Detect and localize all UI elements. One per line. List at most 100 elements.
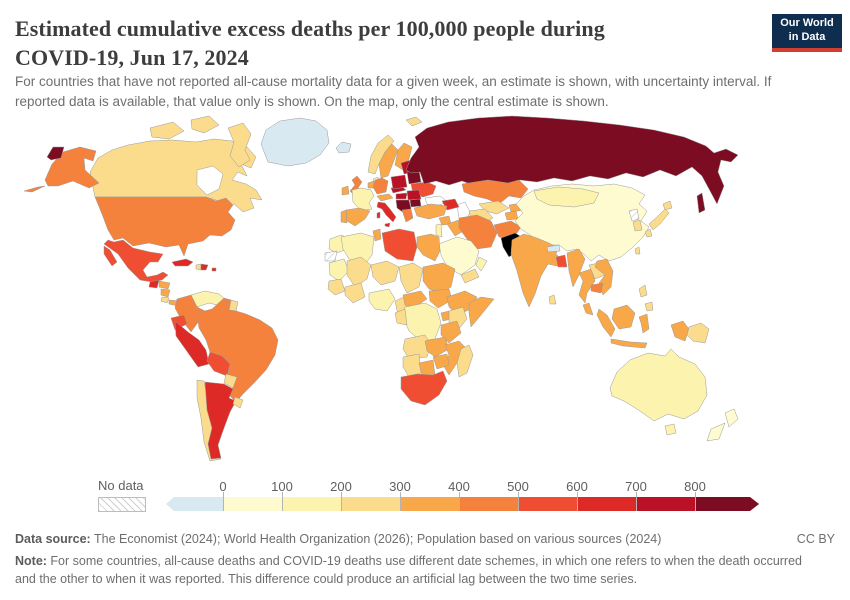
country-dominican-republic[interactable] [200, 263, 209, 271]
country-turkey[interactable] [413, 203, 448, 220]
country-tunisia[interactable] [372, 228, 382, 242]
country-guatemala[interactable] [148, 279, 160, 289]
country-australia-tasmania[interactable] [664, 423, 677, 436]
legend-segment-0-100[interactable] [223, 497, 282, 511]
country-angola[interactable] [402, 334, 432, 360]
country-mexico-baja[interactable] [103, 245, 118, 267]
country-kazakhstan[interactable] [461, 179, 529, 205]
country-south-korea[interactable] [632, 219, 643, 232]
country-tajikistan[interactable] [504, 210, 519, 221]
country-new-zealand-north[interactable] [724, 408, 739, 428]
country-indonesia-sulawesi[interactable] [638, 313, 650, 334]
country-indonesia-papua[interactable] [670, 320, 690, 342]
country-libya[interactable] [381, 228, 418, 262]
country-somalia[interactable] [468, 296, 495, 328]
country-canada-arctic-2[interactable] [190, 115, 220, 134]
country-madagascar[interactable] [456, 344, 474, 378]
country-italy-sardinia[interactable] [376, 211, 381, 219]
country-norway[interactable] [367, 134, 395, 175]
legend-segment-100-200[interactable] [282, 497, 341, 511]
country-indonesia-java[interactable] [610, 338, 648, 349]
country-zimbabwe[interactable] [432, 353, 450, 370]
country-argentina[interactable] [204, 381, 237, 460]
country-nepal[interactable] [546, 244, 561, 253]
country-sri-lanka[interactable] [548, 294, 557, 305]
country-sweden[interactable] [378, 143, 399, 179]
country-bangladesh[interactable] [555, 254, 568, 268]
country-iceland[interactable] [335, 141, 352, 154]
country-australia[interactable] [609, 348, 708, 422]
country-usa-aleutians[interactable] [23, 185, 46, 193]
country-central-african-republic[interactable] [402, 290, 428, 308]
country-south-africa[interactable] [400, 370, 448, 406]
legend-segment-600-700[interactable] [577, 497, 636, 511]
country-canada-arctic-1[interactable] [149, 121, 185, 140]
country-north-korea[interactable] [628, 208, 640, 222]
legend-segment-400-500[interactable] [459, 497, 518, 511]
country-canada-baffin[interactable] [227, 122, 252, 168]
country-indonesia-borneo[interactable] [611, 304, 636, 330]
country-france[interactable] [351, 187, 375, 212]
country-romania[interactable] [406, 189, 422, 201]
country-nigeria[interactable] [368, 288, 396, 312]
country-philippines-luzon[interactable] [638, 284, 648, 298]
country-norway-svalbard[interactable] [405, 116, 423, 127]
license-badge[interactable]: CC BY [796, 532, 835, 546]
country-levant[interactable] [435, 223, 443, 238]
country-costa-rica[interactable] [160, 296, 170, 304]
country-vietnam[interactable] [594, 258, 614, 296]
country-poland[interactable] [390, 174, 408, 190]
country-ivory-ghana[interactable] [344, 282, 366, 304]
country-new-zealand-south[interactable] [706, 422, 726, 442]
country-russia-sakhalin[interactable] [696, 192, 706, 214]
country-drc[interactable] [402, 302, 442, 342]
country-russia-chukotka[interactable] [46, 146, 65, 161]
country-western-sahara[interactable] [324, 250, 338, 262]
country-tanzania[interactable] [440, 320, 462, 344]
country-mali[interactable] [346, 256, 372, 288]
legend-no-data-swatch[interactable] [98, 497, 146, 512]
legend-segment-800-plus[interactable] [695, 497, 759, 511]
country-honduras[interactable] [158, 280, 171, 290]
country-niger[interactable] [370, 260, 400, 286]
country-sudan[interactable] [422, 262, 456, 294]
country-haiti[interactable] [195, 263, 202, 271]
country-ireland[interactable] [341, 185, 350, 196]
country-portugal[interactable] [340, 209, 348, 224]
country-japan-honshu[interactable] [648, 208, 670, 231]
legend-segment-200-300[interactable] [341, 497, 400, 511]
country-malaysia[interactable] [582, 302, 594, 316]
country-senegal-guinea[interactable] [327, 278, 346, 296]
country-usa[interactable] [94, 196, 236, 257]
country-gabon-congo[interactable] [394, 308, 408, 326]
country-mongolia[interactable] [533, 186, 600, 208]
country-india[interactable] [510, 233, 562, 308]
country-saudi-arabia[interactable] [438, 236, 480, 276]
country-myanmar[interactable] [566, 248, 586, 288]
country-japan-hokkaido[interactable] [662, 200, 673, 211]
country-papua-new-guinea[interactable] [686, 322, 710, 344]
country-algeria[interactable] [340, 232, 375, 268]
legend-color-bar[interactable] [166, 497, 759, 511]
country-switzerland-austria[interactable] [376, 193, 394, 202]
country-taiwan[interactable] [634, 246, 641, 255]
country-bulgaria[interactable] [409, 198, 422, 208]
country-philippines-mindanao[interactable] [644, 301, 654, 312]
country-germany[interactable] [372, 177, 389, 195]
country-finland[interactable] [394, 142, 413, 171]
country-japan-kyushu[interactable] [644, 228, 653, 238]
country-spain[interactable] [345, 207, 371, 227]
country-puerto-rico[interactable] [211, 267, 217, 272]
country-indonesia-sumatra[interactable] [596, 308, 616, 338]
country-greece[interactable] [401, 208, 414, 223]
country-egypt[interactable] [416, 233, 441, 262]
country-mauritania[interactable] [328, 258, 350, 282]
country-nicaragua[interactable] [160, 288, 171, 298]
country-mexico[interactable] [103, 239, 169, 283]
country-uruguay[interactable] [232, 396, 244, 409]
country-hungary[interactable] [395, 192, 408, 200]
legend-segment-below-0[interactable] [166, 497, 223, 511]
country-greenland[interactable] [260, 117, 330, 167]
country-ecuador[interactable] [170, 314, 188, 331]
country-oman[interactable] [475, 256, 488, 272]
